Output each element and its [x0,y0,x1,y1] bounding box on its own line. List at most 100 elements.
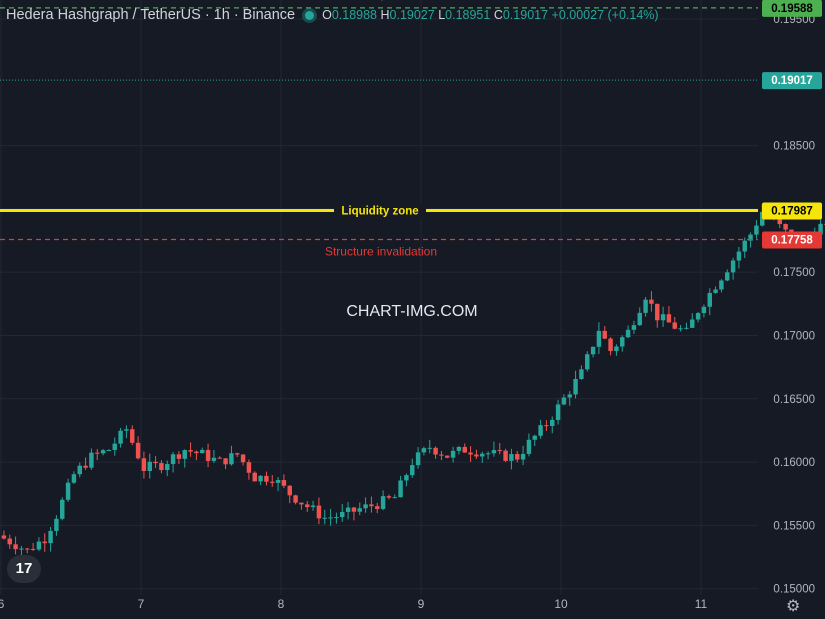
y-tick-label: 0.17000 [773,330,815,342]
candle-body [672,322,677,329]
candle-body [678,328,683,330]
candle-body [281,480,287,486]
candle-body [246,462,252,473]
watermark-text: CHART-IMG.COM [346,303,477,320]
candle-body [316,505,322,519]
market-status-icon [305,10,315,20]
candle-body [357,508,362,512]
open-value: 0.18988 [331,8,378,22]
candle-body [60,499,65,519]
candle-body [462,446,467,453]
candle-body [19,548,24,550]
candle-body [392,497,397,499]
candle-body [631,325,637,330]
candle-body [637,312,642,326]
candle-body [625,329,631,338]
x-tick-label: 10 [554,597,568,611]
candle-body [620,337,625,347]
candle-body [468,452,473,455]
candle-body [415,452,421,466]
candle-body [65,482,71,500]
candle-body [42,541,47,544]
x-tick-label: 7 [138,597,145,611]
price-tag-bg [762,202,822,220]
candle-body [130,429,135,443]
candle-body [590,346,596,355]
candle-body [450,450,456,458]
candle-body [258,475,263,482]
candle-body [666,314,672,323]
candle-body [36,541,42,550]
candle-body [211,457,217,461]
x-tick-label: 8 [278,597,285,611]
candle-body [194,451,199,454]
candle-body [567,394,572,398]
candle-body [684,327,689,329]
candle-body [1,535,7,539]
candle-body [690,319,695,328]
candle-body [30,548,36,550]
x-tick-label: 9 [418,597,425,611]
tradingview-logo-icon[interactable]: 17 [7,555,41,583]
candle-body [48,530,53,544]
high-label: H [380,8,390,22]
candle-body [13,544,18,550]
candle-body [95,452,100,454]
candle-body [369,504,374,507]
candle-body [54,518,59,531]
candle-body [264,475,269,482]
candle-body [497,450,502,452]
candle-body [474,454,479,457]
candle-body [380,496,386,509]
candle-body [579,369,584,380]
candle-body [742,240,747,252]
x-tick-label: 6 [0,597,5,611]
y-tick-label: 0.19500 [773,14,815,26]
candle-body [485,453,491,455]
candle-body [491,450,497,454]
candle-body [520,453,526,460]
candle-body [112,443,117,450]
price-tag-bg [762,231,822,249]
candle-body [701,306,707,314]
candle-body [77,465,82,475]
candle-body [783,224,788,230]
candle-body [526,439,532,454]
candle-body [421,448,427,453]
candle-body [725,272,730,281]
candle-body [141,458,147,472]
candle-body [649,299,654,304]
y-tick-label: 0.18500 [773,141,815,153]
candle-body [89,452,94,468]
candle-body [275,480,281,483]
y-tick-label: 0.16000 [773,457,815,469]
candle-body [480,453,485,457]
low-label: L [438,8,446,22]
candle-body [561,397,567,405]
candle-body [182,450,187,459]
candle-body [135,442,141,459]
candle-body [730,260,736,273]
candle-body [176,454,182,459]
symbol-title: Hedera Hashgraph / TetherUS · 1h · Binan… [6,7,296,23]
candle-body [322,517,327,519]
candle-body [695,313,701,320]
candle-body [602,330,607,339]
candle-body [818,223,823,235]
candle-body [287,485,292,496]
gear-icon[interactable]: ⚙ [786,596,801,615]
candle-body [515,454,520,460]
liquidity-zone-label-bg [334,202,426,219]
candle-body [170,454,176,465]
candle-body [345,507,351,512]
candle-body [229,453,234,465]
structure-invalidation-label: Structure invalidation [325,245,437,259]
candle-body [614,346,619,352]
candle-body [433,447,438,455]
candle-body [240,454,246,463]
candle-body [188,450,193,452]
candle-body [147,461,152,472]
close-value: 0.19017 [502,8,549,22]
